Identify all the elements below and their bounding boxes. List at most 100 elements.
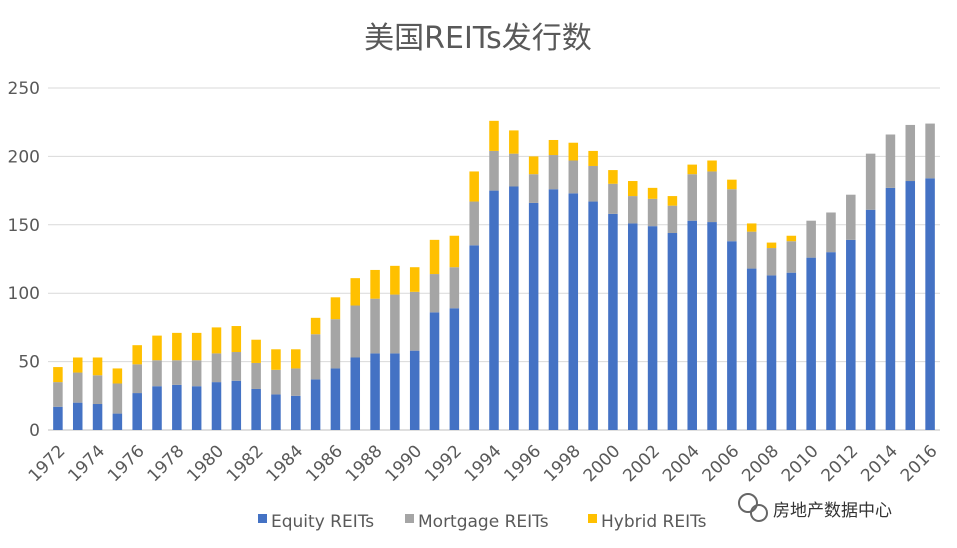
bar-segment	[766, 248, 777, 276]
bar-segment	[92, 375, 103, 405]
bar-segment	[231, 380, 242, 430]
bar-segment	[905, 181, 916, 430]
bar-segment	[588, 165, 598, 202]
y-axis: 0 50 100 150 200 250	[8, 79, 40, 441]
bar-segment	[330, 368, 341, 430]
bar-segment	[746, 231, 757, 269]
bar-segment	[53, 367, 63, 383]
bar-segment	[469, 201, 479, 246]
bar-segment	[786, 272, 797, 430]
bar-segment	[310, 379, 321, 430]
bars	[53, 120, 935, 430]
bar-segment	[390, 294, 400, 354]
bar-segment	[588, 201, 598, 430]
bar-segment	[806, 257, 816, 430]
bar-segment	[409, 291, 420, 351]
bar-segment	[112, 368, 123, 384]
bar-segment	[449, 308, 460, 430]
legend-swatch	[405, 514, 414, 523]
bar-segment	[271, 349, 281, 370]
bar-segment	[687, 174, 697, 221]
bar-segment	[548, 189, 559, 430]
bar-segment	[766, 242, 777, 249]
bar-segment	[489, 150, 499, 191]
bar-segment	[548, 139, 559, 156]
bar-segment	[390, 265, 400, 295]
bar-segment	[528, 202, 539, 430]
bar-segment	[152, 335, 162, 361]
bar-segment	[350, 278, 361, 306]
bar-segment	[211, 353, 222, 383]
bar-segment	[489, 190, 499, 430]
bar-segment	[905, 124, 916, 182]
y-tick-label: 150	[8, 216, 40, 236]
bar-segment	[330, 297, 341, 320]
bar-segment	[667, 196, 678, 206]
bar-segment	[568, 142, 579, 161]
bar-segment	[885, 134, 896, 188]
bar-segment	[409, 350, 420, 430]
bar-segment	[53, 382, 63, 407]
bar-segment	[310, 317, 321, 335]
bar-segment	[846, 194, 856, 240]
bar-segment	[211, 327, 222, 354]
bar-segment	[746, 268, 757, 430]
bar-segment	[211, 382, 222, 430]
y-tick-label: 100	[8, 284, 40, 304]
bar-segment	[647, 226, 658, 430]
bar-segment	[528, 174, 539, 203]
bar-segment	[112, 383, 123, 414]
bar-segment	[608, 170, 618, 184]
bar-segment	[291, 349, 301, 369]
bar-segment	[806, 220, 816, 258]
bar-segment	[429, 274, 440, 313]
bar-segment	[172, 360, 182, 385]
bar-segment	[132, 364, 142, 394]
bar-segment	[251, 339, 261, 363]
bar-segment	[568, 193, 579, 430]
bar-segment	[925, 123, 935, 179]
bar-segment	[509, 186, 519, 430]
bar-segment	[370, 298, 380, 354]
bar-segment	[72, 372, 83, 403]
bar-segment	[469, 171, 479, 202]
bar-segment	[191, 386, 202, 430]
bar-segment	[766, 275, 777, 430]
bar-segment	[528, 156, 539, 175]
bar-segment	[608, 213, 618, 430]
bar-segment	[885, 187, 896, 430]
bar-segment	[72, 402, 83, 430]
bar-segment	[627, 181, 638, 197]
bar-segment	[330, 319, 341, 369]
bar-segment	[152, 360, 162, 387]
bar-segment	[409, 267, 420, 292]
bar-segment	[687, 220, 697, 430]
legend-label: Hybrid REITs	[601, 512, 707, 532]
bar-segment	[53, 406, 63, 430]
watermark: 房地产数据中心	[738, 493, 892, 522]
legend-label: Equity REITs	[271, 512, 374, 532]
bar-segment	[608, 183, 618, 214]
chart-title: 美国REITs发行数	[364, 21, 592, 56]
y-tick-label: 50	[18, 353, 40, 373]
bar-segment	[291, 368, 301, 396]
bar-segment	[251, 362, 261, 389]
legend: Equity REITs Mortgage REITs Hybrid REITs	[258, 512, 707, 532]
bar-segment	[667, 233, 678, 430]
bar-segment	[271, 369, 281, 395]
bar-segment	[191, 332, 202, 361]
bar-segment	[826, 252, 836, 430]
bar-segment	[172, 384, 182, 430]
bar-segment	[647, 198, 658, 227]
bar-segment	[548, 155, 559, 190]
bar-segment	[509, 130, 519, 154]
bar-segment	[865, 209, 876, 430]
bar-segment	[370, 269, 380, 299]
bar-segment	[627, 196, 638, 224]
bar-segment	[746, 223, 757, 232]
bar-segment	[390, 353, 400, 430]
bar-segment	[826, 212, 836, 253]
bar-segment	[291, 395, 301, 430]
bar-segment	[370, 353, 380, 430]
